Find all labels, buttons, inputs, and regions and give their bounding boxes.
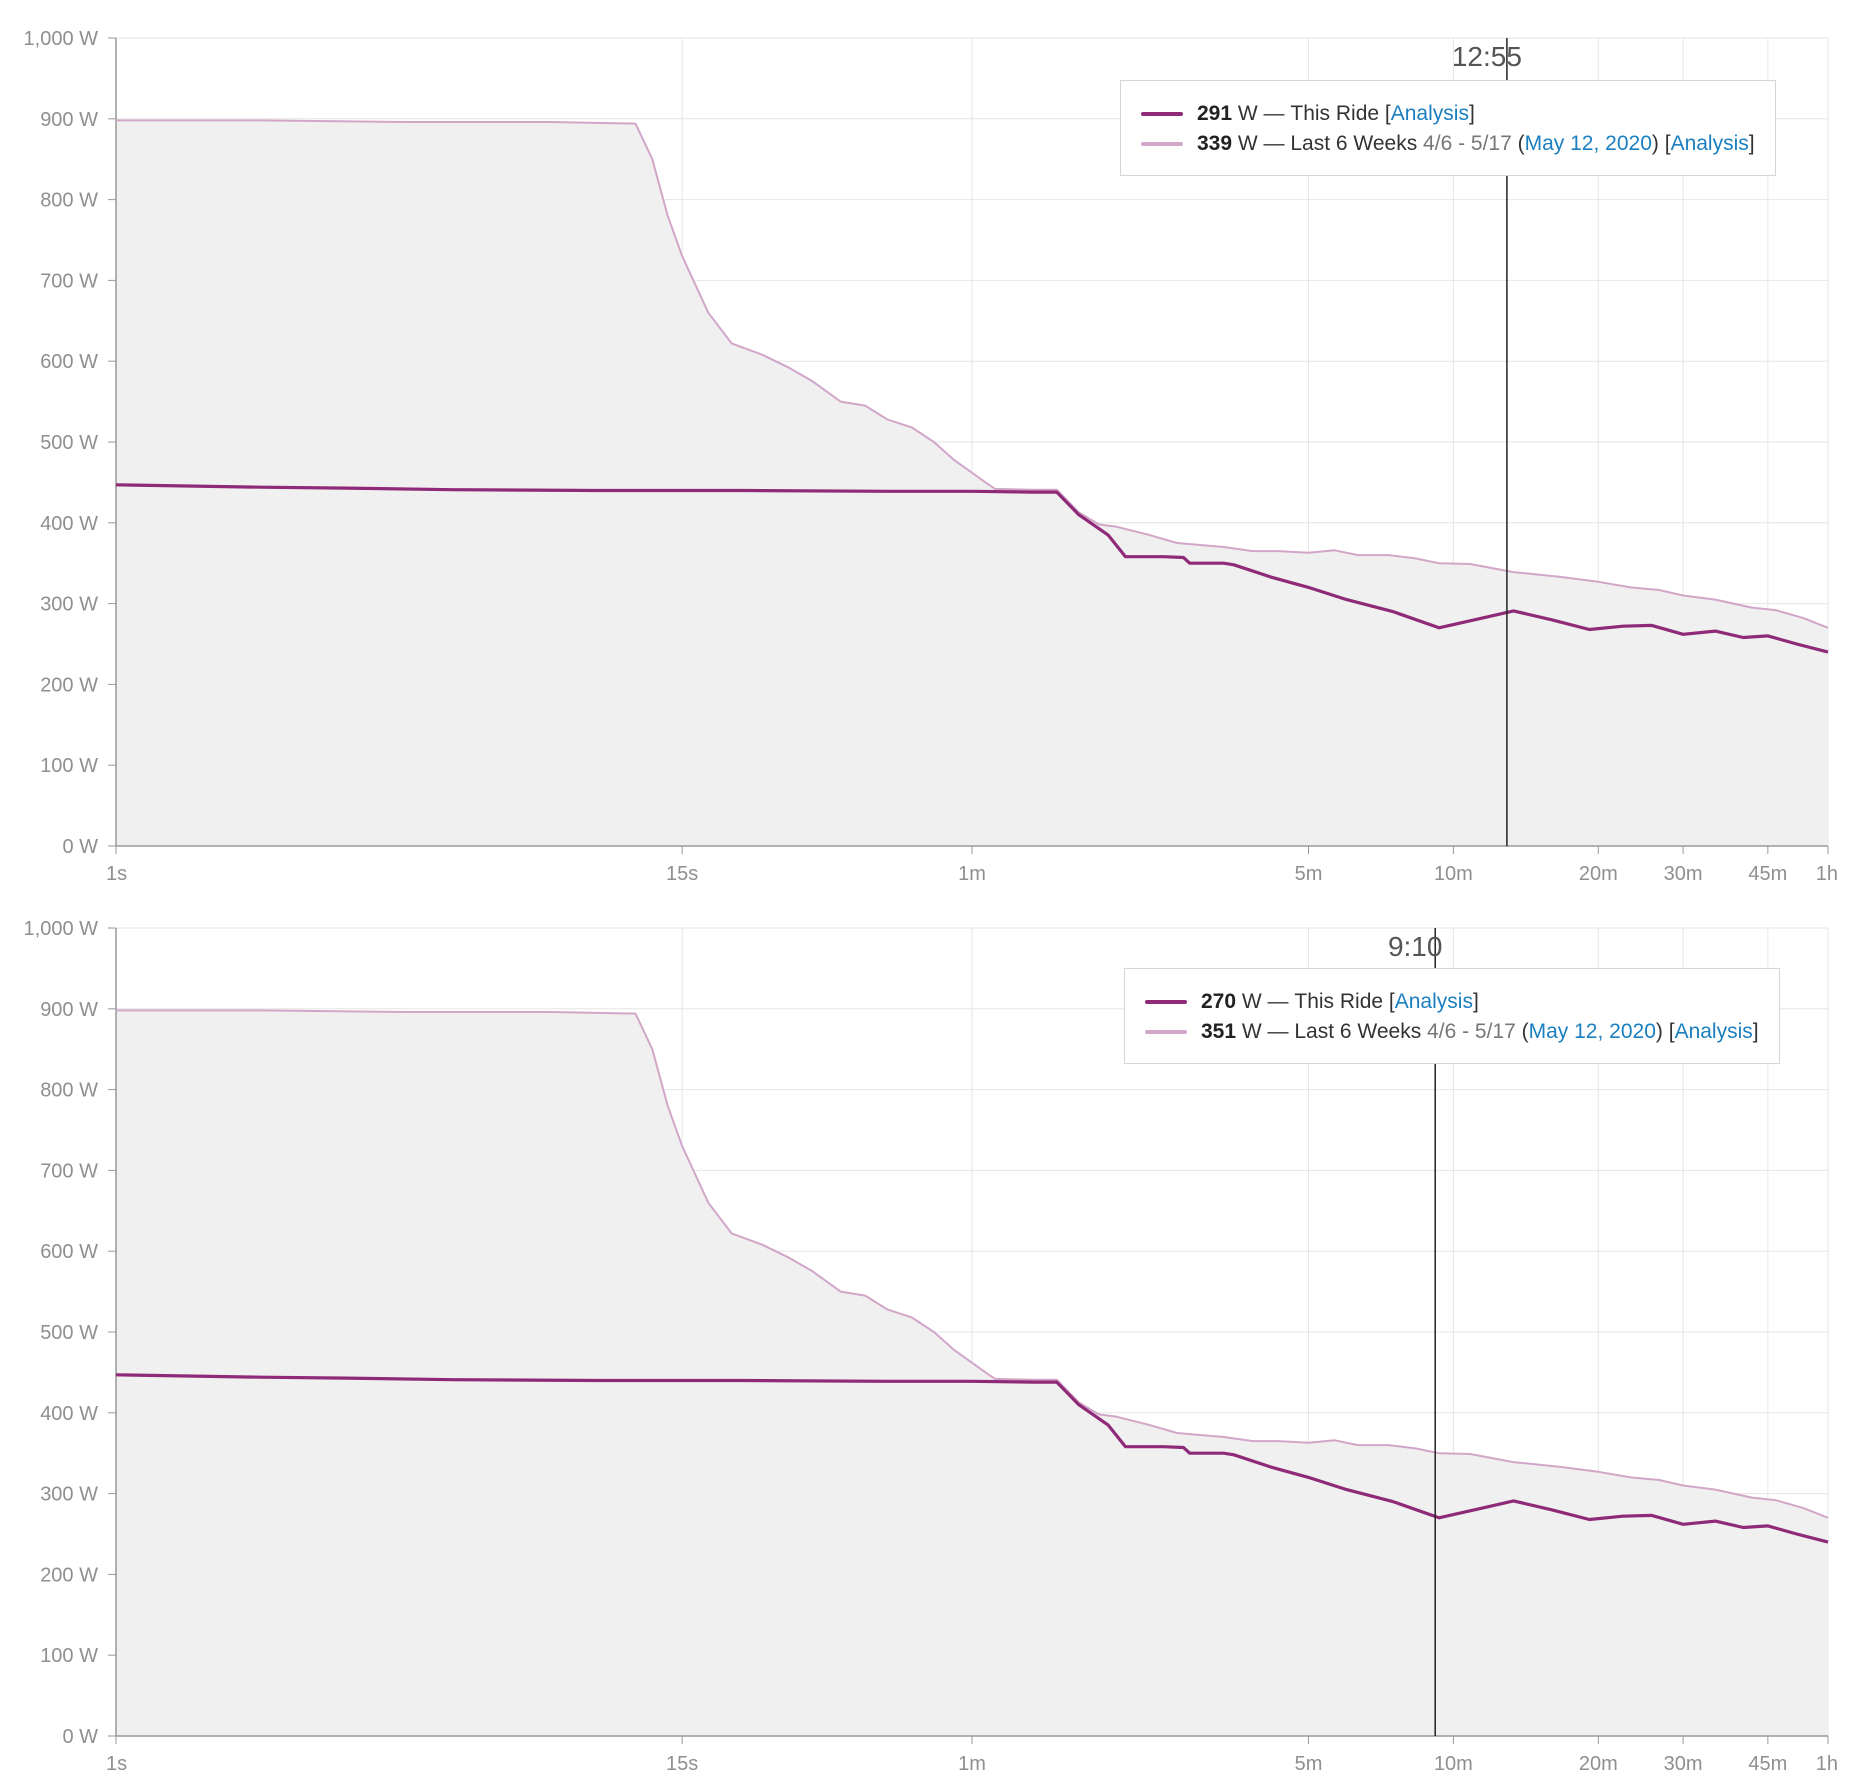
legend-series-name: Last 6 Weeks: [1294, 1020, 1422, 1043]
last-6-weeks-line: [116, 1009, 1829, 1519]
y-tick-label: 1,000 W: [24, 918, 99, 940]
bracket-close: ]: [1752, 1020, 1759, 1043]
last-6-weeks-area: [116, 1010, 1828, 1736]
power-curve-panel-1: 0 W 100 W 200 W 300 W 400 W 500 W 600 W 700 W 80…: [0, 0, 1856, 890]
analysis-link[interactable]: Analysis: [1674, 1020, 1753, 1043]
analysis-link[interactable]: Analysis: [1394, 990, 1473, 1013]
y-tick-label: 700 W: [40, 270, 98, 292]
y-tick-label: 600 W: [40, 351, 98, 373]
y-tick-label: 200 W: [40, 674, 98, 696]
y-tick-label: 100 W: [40, 755, 98, 777]
x-tick-label: 1m: [958, 1753, 986, 1775]
y-tick-label: 900 W: [40, 109, 98, 131]
y-tick-label: 0 W: [62, 1726, 98, 1748]
chart-legend-2: 270 W — This Ride [Analysis] 351 W — Las…: [1124, 968, 1780, 1064]
y-tick-label: 500 W: [40, 432, 98, 454]
x-tick-label: 45m: [1748, 1753, 1787, 1775]
legend-value: 339: [1197, 132, 1233, 155]
y-tick-label: 500 W: [40, 1322, 98, 1344]
legend-series-name: Last 6 Weeks: [1290, 132, 1418, 155]
x-tick-label: 1m: [958, 863, 986, 885]
paren-close: ): [1655, 1020, 1669, 1043]
power-curve-chart-1[interactable]: 0 W 100 W 200 W 300 W 400 W 500 W 600 W 700 W 80…: [0, 0, 1856, 890]
x-tick-label: 1s: [106, 1753, 127, 1775]
y-tick-label: 900 W: [40, 999, 98, 1021]
legend-row-this-ride: 270 W — This Ride [Analysis]: [1145, 987, 1759, 1017]
analysis-link[interactable]: Analysis: [1390, 102, 1469, 125]
legend-series-name: This Ride: [1290, 102, 1380, 125]
legend-row-last-6-weeks: 339 W — Last 6 Weeks 4/6 - 5/17 (May 12,…: [1141, 129, 1755, 159]
legend-value: 351: [1201, 1020, 1237, 1043]
x-tick-label: 45m: [1748, 863, 1787, 885]
x-tick-label: 1s: [106, 863, 127, 885]
chart-legend-1: 291 W — This Ride [Analysis] 339 W — Las…: [1120, 80, 1776, 176]
y-tick-label: 400 W: [40, 1403, 98, 1425]
bracket-close: ]: [1748, 132, 1755, 155]
bracket-open: [: [1379, 102, 1391, 125]
legend-unit: W —: [1232, 132, 1291, 155]
last-6-weeks-swatch: [1145, 1030, 1187, 1034]
y-tick-label: 800 W: [40, 190, 98, 212]
y-tick-label: 100 W: [40, 1645, 98, 1667]
y-tick-label: 400 W: [40, 513, 98, 535]
this-ride-line: [115, 1373, 1829, 1544]
power-curve-panel-2: 0 W 100 W 200 W 300 W 400 W 500 W 600 W 700 W 80…: [0, 890, 1856, 1780]
bracket-open: [: [1668, 1020, 1675, 1043]
last-6-weeks-area: [116, 120, 1828, 846]
x-tick-label: 1h: [1816, 863, 1838, 885]
legend-row-last-6-weeks: 351 W — Last 6 Weeks 4/6 - 5/17 (May 12,…: [1145, 1017, 1759, 1047]
x-tick-label: 20m: [1579, 1753, 1618, 1775]
y-tick-label: 600 W: [40, 1241, 98, 1263]
bracket-close: ]: [1468, 102, 1475, 125]
bracket-open: [: [1664, 132, 1671, 155]
this-ride-line: [115, 483, 1829, 654]
legend-row-this-ride: 291 W — This Ride [Analysis]: [1141, 99, 1755, 129]
y-tick-label: 800 W: [40, 1080, 98, 1102]
x-tick-label: 5m: [1295, 863, 1323, 885]
legend-unit: W —: [1236, 1020, 1295, 1043]
x-tick-label: 10m: [1434, 863, 1473, 885]
x-tick-label: 20m: [1579, 863, 1618, 885]
legend-date-range: 4/6 - 5/17: [1417, 132, 1518, 155]
legend-series-name: This Ride: [1294, 990, 1384, 1013]
last-6-weeks-line: [116, 119, 1829, 629]
legend-unit: W —: [1236, 990, 1295, 1013]
paren-open: (: [1517, 132, 1525, 155]
legend-unit: W —: [1232, 102, 1291, 125]
legend-value: 270: [1201, 990, 1237, 1013]
legend-value: 291: [1197, 102, 1233, 125]
cursor-time-label: 9:10: [1388, 931, 1443, 962]
x-tick-label: 30m: [1664, 863, 1703, 885]
last-6-weeks-swatch: [1141, 142, 1183, 146]
x-tick-label: 10m: [1434, 1753, 1473, 1775]
y-tick-label: 200 W: [40, 1564, 98, 1586]
paren-open: (: [1521, 1020, 1529, 1043]
date-link[interactable]: May 12, 2020: [1524, 132, 1652, 155]
y-tick-label: 700 W: [40, 1160, 98, 1182]
date-link[interactable]: May 12, 2020: [1528, 1020, 1656, 1043]
x-tick-label: 5m: [1295, 1753, 1323, 1775]
y-tick-label: 1,000 W: [24, 28, 99, 50]
y-tick-label: 0 W: [62, 836, 98, 858]
y-tick-label: 300 W: [40, 594, 98, 616]
power-curve-chart-2[interactable]: 0 W 100 W 200 W 300 W 400 W 500 W 600 W 700 W 80…: [0, 890, 1856, 1780]
cursor-time-label: 12:55: [1452, 41, 1522, 72]
x-tick-label: 15s: [666, 1753, 698, 1775]
x-tick-label: 1h: [1816, 1753, 1838, 1775]
x-tick-label: 15s: [666, 863, 698, 885]
this-ride-swatch: [1145, 1000, 1187, 1004]
bracket-close: ]: [1472, 990, 1479, 1013]
this-ride-swatch: [1141, 112, 1183, 116]
paren-close: ): [1651, 132, 1665, 155]
bracket-open: [: [1383, 990, 1395, 1013]
y-tick-label: 300 W: [40, 1484, 98, 1506]
analysis-link[interactable]: Analysis: [1670, 132, 1749, 155]
legend-date-range: 4/6 - 5/17: [1421, 1020, 1522, 1043]
x-tick-label: 30m: [1664, 1753, 1703, 1775]
